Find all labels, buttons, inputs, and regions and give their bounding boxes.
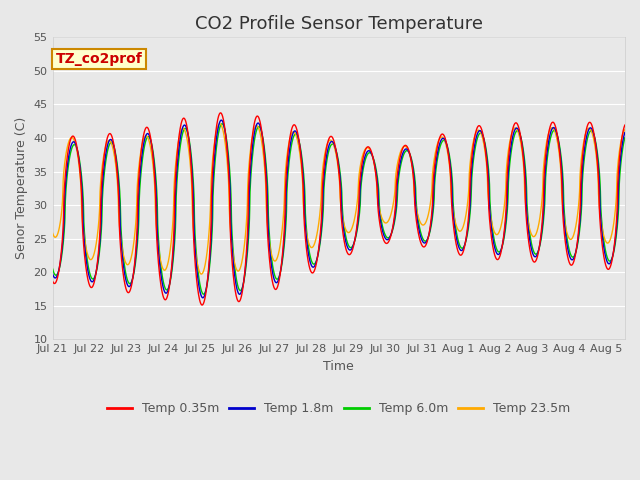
Temp 1.8m [269, 269, 276, 275]
Temp 6.0m [269, 261, 276, 267]
Temp 6.0m [49, 266, 56, 272]
Line: Temp 6.0m: Temp 6.0m [52, 124, 625, 294]
Temp 0.35m [49, 278, 56, 284]
Temp 1.8m [548, 126, 556, 132]
Temp 0.35m [621, 122, 628, 128]
Temp 6.0m [610, 248, 618, 254]
X-axis label: Time: Time [323, 360, 354, 373]
Temp 0.35m [148, 143, 156, 148]
Line: Temp 1.8m: Temp 1.8m [52, 120, 625, 298]
Temp 1.8m [199, 295, 207, 300]
Temp 23.5m [148, 152, 156, 158]
Temp 23.5m [621, 127, 628, 132]
Temp 6.0m [218, 121, 226, 127]
Temp 6.0m [200, 291, 207, 297]
Line: Temp 0.35m: Temp 0.35m [52, 113, 625, 305]
Y-axis label: Senor Temperature (C): Senor Temperature (C) [15, 117, 28, 260]
Temp 1.8m [293, 131, 301, 137]
Temp 23.5m [49, 230, 56, 236]
Temp 23.5m [610, 219, 618, 225]
Temp 1.8m [610, 247, 618, 252]
Text: TZ_co2prof: TZ_co2prof [56, 52, 142, 66]
Temp 23.5m [114, 185, 122, 191]
Line: Temp 23.5m: Temp 23.5m [52, 124, 625, 274]
Temp 1.8m [218, 117, 225, 123]
Temp 1.8m [49, 271, 56, 276]
Temp 0.35m [114, 179, 122, 184]
Temp 6.0m [621, 135, 628, 141]
Temp 0.35m [293, 128, 301, 134]
Temp 0.35m [269, 278, 276, 284]
Temp 0.35m [216, 110, 224, 116]
Legend: Temp 0.35m, Temp 1.8m, Temp 6.0m, Temp 23.5m: Temp 0.35m, Temp 1.8m, Temp 6.0m, Temp 2… [102, 397, 575, 420]
Temp 23.5m [269, 254, 276, 260]
Temp 0.35m [610, 245, 618, 251]
Temp 6.0m [548, 130, 556, 135]
Temp 6.0m [293, 132, 301, 138]
Title: CO2 Profile Sensor Temperature: CO2 Profile Sensor Temperature [195, 15, 483, 33]
Temp 0.35m [198, 302, 206, 308]
Temp 23.5m [293, 136, 301, 142]
Temp 0.35m [548, 120, 556, 125]
Temp 23.5m [198, 271, 205, 277]
Temp 23.5m [216, 121, 224, 127]
Temp 1.8m [621, 130, 628, 135]
Temp 23.5m [548, 125, 556, 131]
Temp 1.8m [114, 172, 122, 178]
Temp 6.0m [148, 142, 156, 147]
Temp 1.8m [148, 143, 156, 149]
Temp 6.0m [114, 166, 122, 172]
